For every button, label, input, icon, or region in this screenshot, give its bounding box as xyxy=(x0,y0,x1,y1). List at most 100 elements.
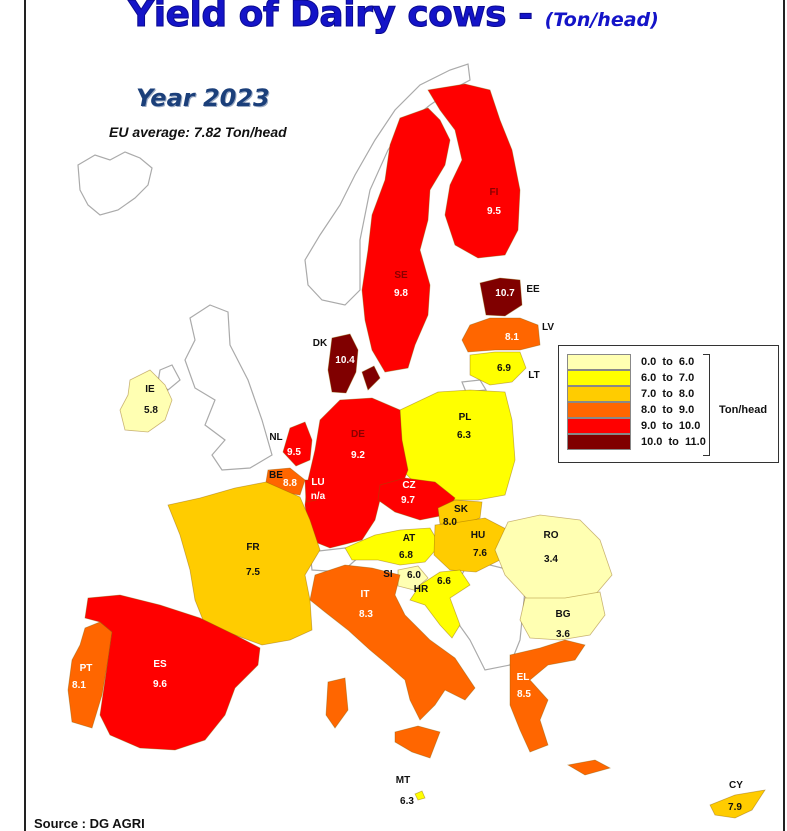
left-frame-line xyxy=(24,0,26,831)
legend-swatch xyxy=(567,385,631,402)
country-value-label: 8.0 xyxy=(443,517,457,528)
legend-brace xyxy=(703,354,710,456)
russia-kaliningrad-outline xyxy=(461,379,488,393)
country-value-label: 9.7 xyxy=(401,495,415,506)
country-code-label: PT xyxy=(80,663,93,674)
country-value-label: 3.4 xyxy=(544,554,558,565)
country-code-label: IE xyxy=(145,384,155,395)
country-value-label: 7.5 xyxy=(246,567,260,578)
country-code-label: FI xyxy=(490,187,499,198)
country-code-label: IT xyxy=(361,589,370,600)
eu-average-label: EU average: 7.82 Ton/head xyxy=(109,124,287,140)
country-lu xyxy=(304,479,317,503)
iceland-outline xyxy=(77,151,153,216)
country-value-label: 6.9 xyxy=(497,363,511,374)
country-lt xyxy=(469,351,527,386)
legend: 0.0 to 6.0 6.0 to 7.0 7.0 to 8.0 8.0 to 9.0… xyxy=(558,345,779,463)
legend-swatch xyxy=(567,353,631,370)
country-value-label: 8.1 xyxy=(72,680,86,691)
legend-swatch xyxy=(567,369,631,386)
country-value-label: 6.3 xyxy=(457,430,471,441)
country-code-label: MT xyxy=(396,775,410,786)
legend-unit: Ton/head xyxy=(719,404,768,416)
legend-row: 6.0 to 7.0 xyxy=(567,369,695,386)
country-fi xyxy=(427,83,521,259)
country-it xyxy=(309,564,476,759)
country-code-label: FR xyxy=(246,542,260,553)
legend-swatch xyxy=(567,433,631,450)
country-mt xyxy=(414,790,426,801)
uk-outline xyxy=(184,304,273,471)
country-hr xyxy=(409,569,471,639)
country-code-label: BE xyxy=(269,470,283,481)
country-bg xyxy=(519,591,606,641)
country-se xyxy=(361,107,451,373)
country-es xyxy=(84,594,261,751)
legend-label: 7.0 to 8.0 xyxy=(641,387,695,400)
country-code-label: RO xyxy=(544,530,559,541)
country-code-label: CZ xyxy=(402,480,415,491)
country-nl xyxy=(282,421,313,467)
legend-label: 10.0 to 11.0 xyxy=(641,435,706,448)
country-code-label: DE xyxy=(351,429,365,440)
country-code-label: ES xyxy=(153,659,167,670)
country-ie xyxy=(119,369,173,433)
country-dk xyxy=(327,333,381,394)
country-code-label: HU xyxy=(471,530,485,541)
country-value-label: 7.9 xyxy=(728,802,742,813)
country-code-label: LT xyxy=(528,370,539,381)
country-value-label: 8.5 xyxy=(517,689,531,700)
legend-label: 9.0 to 10.0 xyxy=(641,419,701,432)
country-code-label: CY xyxy=(729,780,743,791)
country-value-label: 9.5 xyxy=(287,447,301,458)
legend-label: 6.0 to 7.0 xyxy=(641,371,695,384)
country-value-label: 6.3 xyxy=(400,796,414,807)
country-code-label: LV xyxy=(542,322,554,333)
country-value-label: 10.7 xyxy=(495,288,515,299)
legend-row: 7.0 to 8.0 xyxy=(567,385,695,402)
country-code-label: EE xyxy=(526,284,540,295)
country-value-label: n/a xyxy=(311,491,326,502)
country-lv xyxy=(461,317,541,353)
country-code-label: AT xyxy=(403,533,416,544)
country-code-label: EL xyxy=(517,672,530,683)
legend-row: 10.0 to 11.0 xyxy=(567,433,706,450)
country-si xyxy=(397,565,429,591)
legend-swatch xyxy=(567,401,631,418)
legend-row: 9.0 to 10.0 xyxy=(567,417,701,434)
country-value-label: 8.1 xyxy=(505,332,519,343)
title-unit: (Ton/head) xyxy=(544,9,659,31)
country-code-label: LU xyxy=(311,477,324,488)
country-cy xyxy=(709,789,766,819)
legend-row: 0.0 to 6.0 xyxy=(567,353,695,370)
country-value-label: 9.2 xyxy=(351,450,365,461)
country-code-label: PL xyxy=(459,412,472,423)
country-code-label: SK xyxy=(454,504,469,515)
country-value-label: 5.8 xyxy=(144,405,158,416)
chart-title: Yield of Dairy cows - (Ton/head) xyxy=(0,0,787,36)
country-value-label: 6.8 xyxy=(399,550,413,561)
country-value-label: 8.8 xyxy=(283,478,297,489)
country-at xyxy=(344,527,441,566)
country-code-label: DK xyxy=(313,338,328,349)
country-code-label: HR xyxy=(414,584,429,595)
right-frame-line xyxy=(783,0,785,831)
legend-label: 0.0 to 6.0 xyxy=(641,355,695,368)
source-label: Source : DG AGRI xyxy=(34,816,145,831)
country-ee xyxy=(479,277,523,317)
country-value-label: 9.6 xyxy=(153,679,167,690)
country-value-label: 10.4 xyxy=(335,355,355,366)
country-code-label: NL xyxy=(269,432,282,443)
legend-swatch xyxy=(567,417,631,434)
country-code-label: SI xyxy=(383,569,393,580)
country-code-label: BG xyxy=(556,609,571,620)
country-sk xyxy=(437,499,483,526)
country-code-label: SE xyxy=(394,270,408,281)
country-el xyxy=(509,639,612,776)
country-de xyxy=(304,397,409,549)
country-value-label: 6.6 xyxy=(437,576,451,587)
country-fr xyxy=(167,481,321,646)
country-value-label: 3.6 xyxy=(556,629,570,640)
legend-row: 8.0 to 9.0 xyxy=(567,401,694,418)
